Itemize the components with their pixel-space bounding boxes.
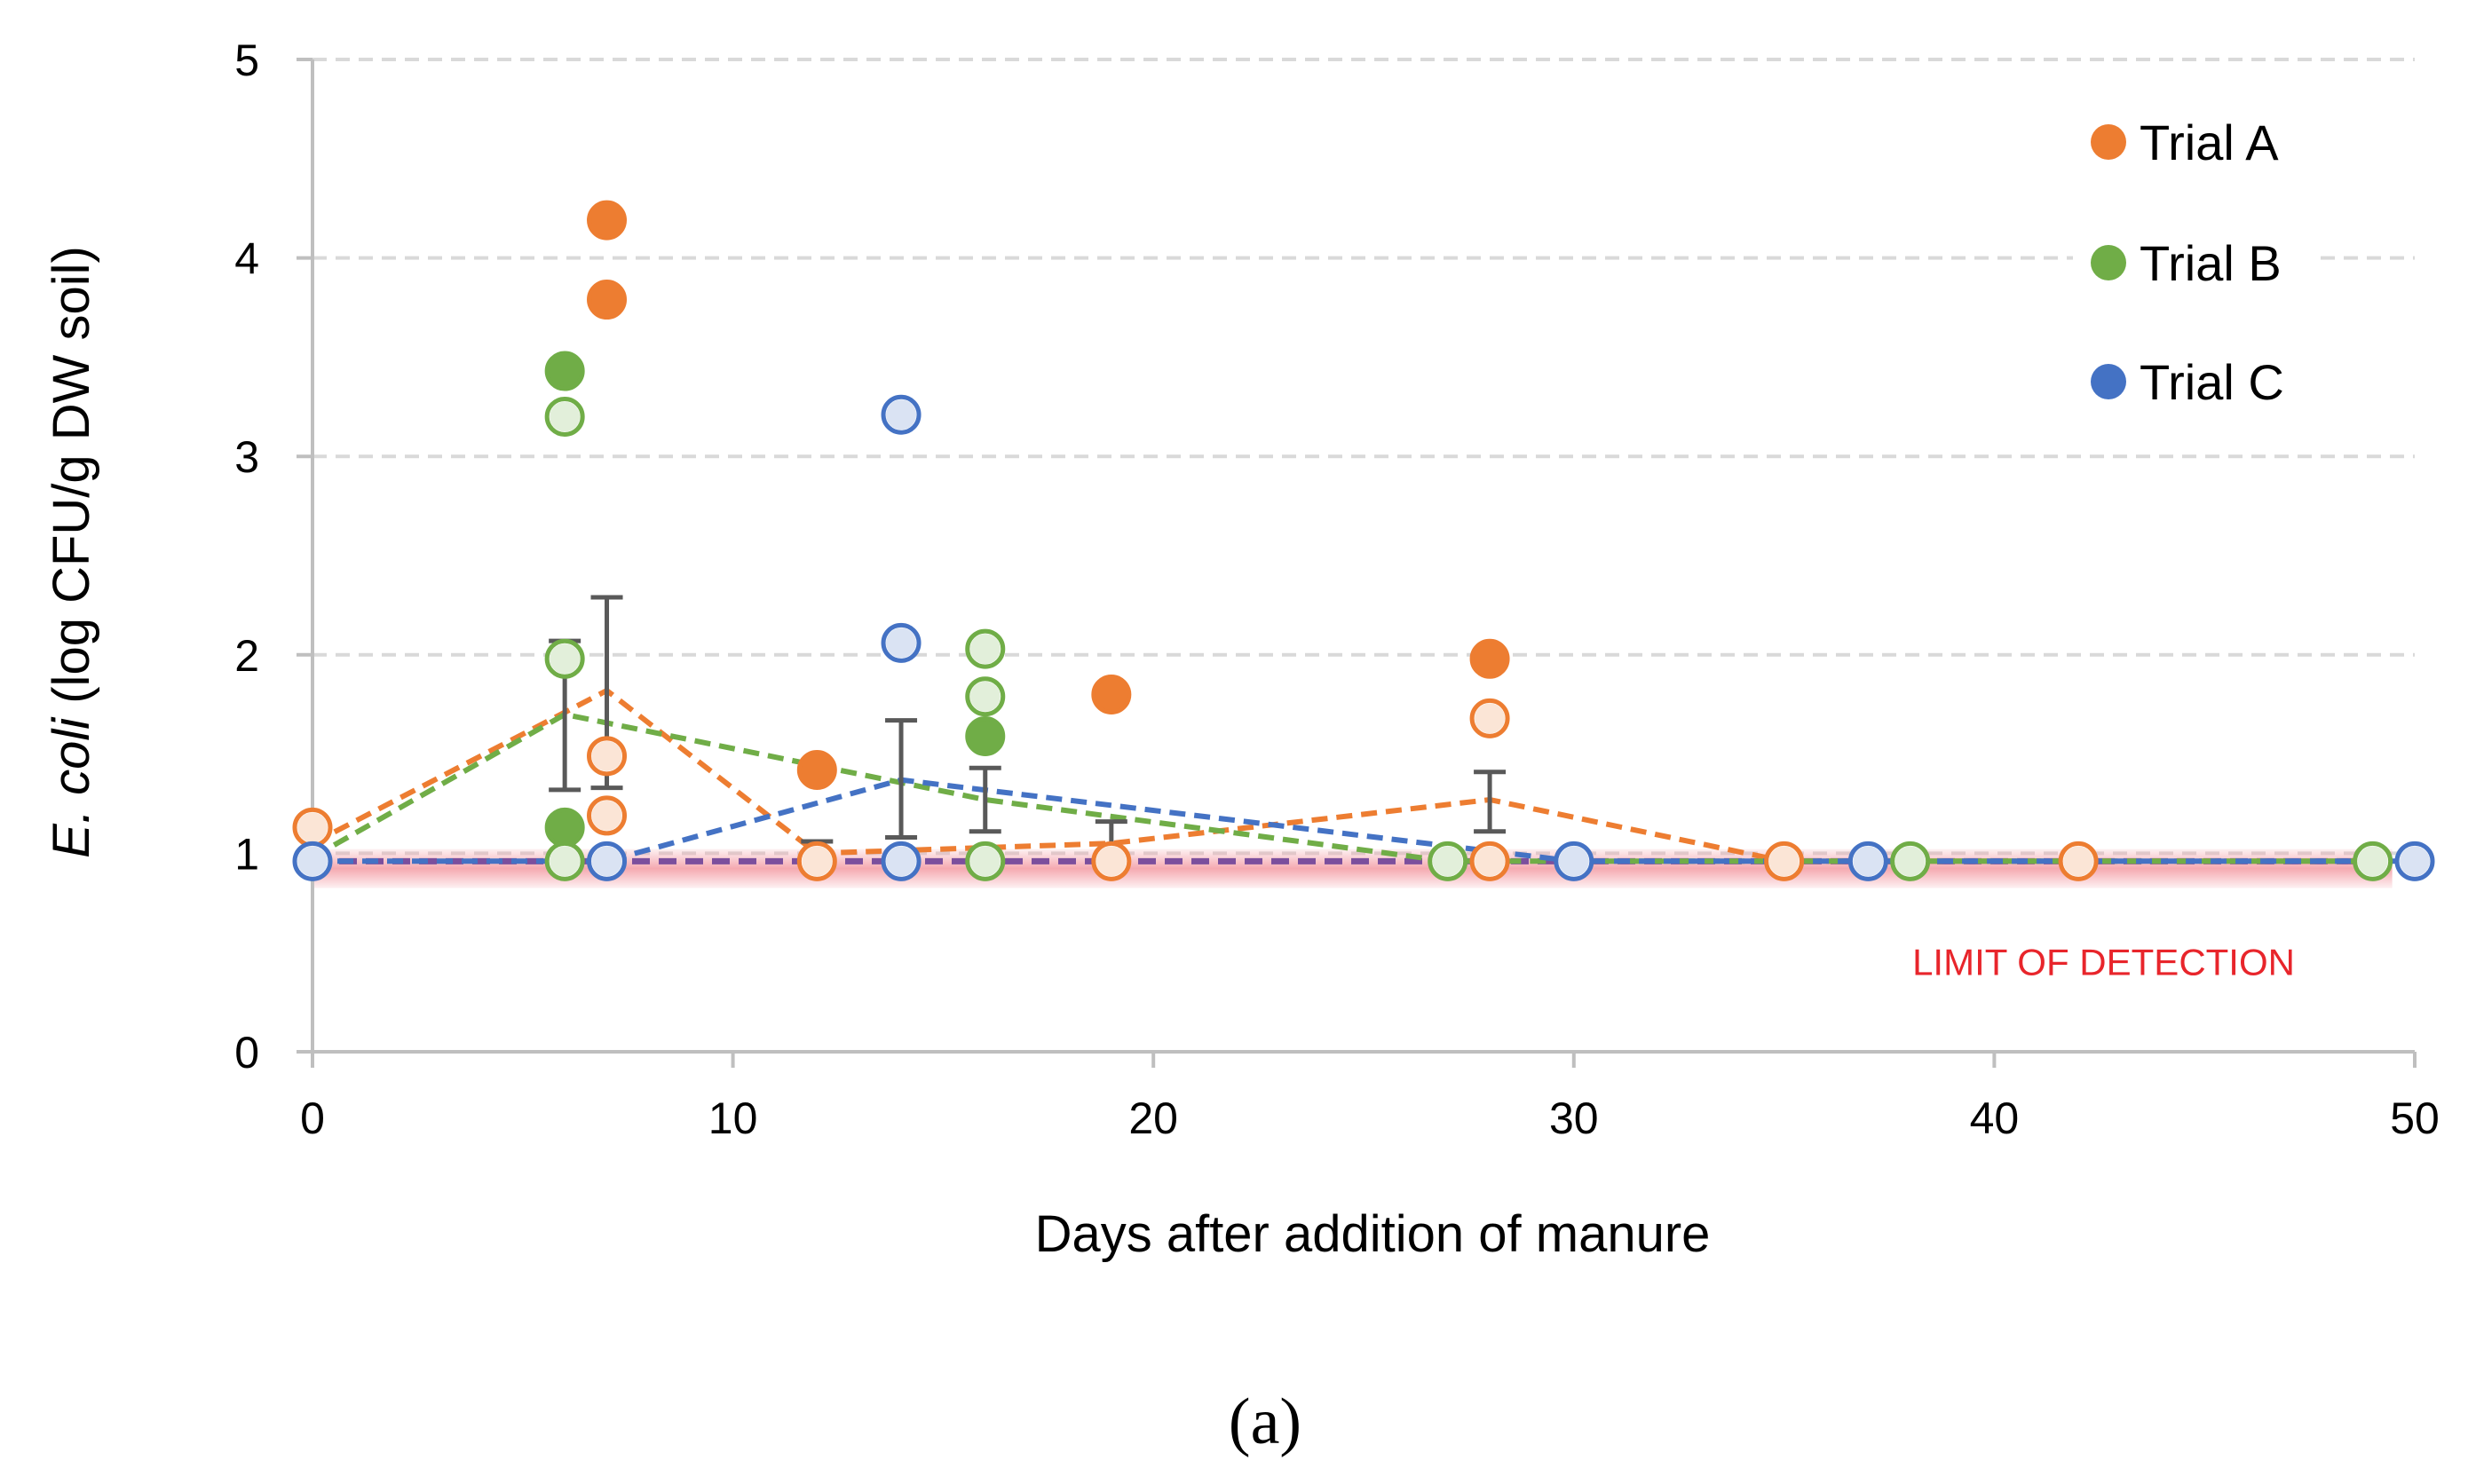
trial-b-point: [544, 638, 585, 679]
error-bar: [885, 718, 918, 841]
trial-a-point-tint: [1475, 846, 1506, 877]
trial-a-point: [587, 280, 628, 320]
trial-b-point: [2353, 841, 2393, 881]
error-bar: [969, 765, 1001, 834]
trial-b-mean-line: [311, 711, 2373, 864]
data-points: [292, 200, 2435, 881]
legend-label-trial-b: Trial B: [2140, 235, 2282, 291]
trial-a-point-tint: [591, 800, 622, 831]
trial-b-point: [965, 841, 1006, 881]
trial-b-point-tint: [969, 846, 1001, 877]
trial-c-point: [587, 841, 628, 881]
mean-lines: [311, 687, 2415, 864]
trial-a-point: [1469, 638, 1510, 679]
x-tick-label: 10: [708, 1093, 758, 1143]
y-tick-label: 1: [234, 829, 259, 879]
limit-of-detection-band-rect: [314, 849, 2393, 888]
trial-a-point: [796, 749, 837, 790]
trial-b-point: [1428, 841, 1468, 881]
trial-a-point: [587, 736, 628, 777]
trial-a-point-tint: [802, 846, 833, 877]
legend-marker-trial-b: [2091, 245, 2126, 280]
gridlines: [312, 58, 2415, 856]
trial-c-point: [292, 841, 333, 881]
trial-b-point: [1890, 841, 1931, 881]
trial-a-point: [1469, 698, 1510, 738]
trial-c-point-tint: [1558, 846, 1589, 877]
trial-c-point-tint: [297, 846, 328, 877]
x-tick-label: 20: [1128, 1093, 1178, 1143]
trial-a-point: [587, 795, 628, 836]
error-bars: [549, 595, 1507, 864]
y-axis-title-italic: E. coli: [43, 716, 100, 858]
trial-c-point: [881, 841, 922, 881]
y-axis-title-rest: (log CFU/g DW soil): [43, 246, 100, 718]
trial-b-point: [544, 396, 585, 437]
legend-label-trial-a: Trial A: [2140, 114, 2279, 170]
trial-c-point-tint: [886, 399, 917, 430]
trial-a-point-tint: [2063, 846, 2094, 877]
y-tick-label: 5: [234, 36, 259, 85]
trial-c-point-tint: [886, 846, 917, 877]
legend-marker-trial-a: [2091, 124, 2126, 160]
y-tick-label: 0: [234, 1028, 259, 1077]
trial-b-point: [965, 715, 1006, 756]
trial-a-point: [587, 200, 628, 241]
trial-b-point: [965, 628, 1006, 669]
trial-a-point: [1091, 675, 1132, 715]
legend-marker-trial-c: [2091, 364, 2126, 399]
x-tick-label: 30: [1549, 1093, 1599, 1143]
trial-b-point: [544, 841, 585, 881]
trial-c-point: [1554, 841, 1594, 881]
trial-b-point-tint: [1895, 846, 1926, 877]
trial-c-point: [2394, 841, 2435, 881]
trial-b-point-tint: [2357, 846, 2388, 877]
error-bar: [1474, 770, 1507, 834]
trial-a-point: [796, 841, 837, 881]
trial-b-point-tint: [550, 643, 581, 675]
x-axis-title: Days after addition of manure: [1035, 1205, 1711, 1263]
trial-c-point: [881, 394, 922, 435]
trial-c-point-tint: [591, 846, 622, 877]
trial-c-point: [881, 622, 922, 663]
limit-of-detection-label: LIMIT OF DETECTION: [1912, 941, 2295, 983]
x-tick-label: 40: [1970, 1093, 2020, 1143]
legend-label-trial-c: Trial C: [2140, 354, 2284, 410]
trial-b-point-tint: [550, 846, 581, 877]
trial-b-point-tint: [969, 681, 1001, 712]
figure-caption: (a): [1229, 1385, 1301, 1458]
trial-a-point: [1091, 841, 1132, 881]
trial-a-point: [1764, 841, 1805, 881]
y-axis-title: E. coli (log CFU/g DW soil): [43, 246, 100, 858]
y-tick-label: 2: [234, 631, 259, 681]
x-tick-label: 0: [300, 1093, 325, 1143]
x-tick-label: 50: [2390, 1093, 2440, 1143]
trial-b-point: [544, 807, 585, 848]
trial-c-point: [1847, 841, 1888, 881]
trial-c-point-tint: [2400, 846, 2430, 877]
trial-b-point: [544, 351, 585, 391]
trial-c-point-tint: [1853, 846, 1884, 877]
trial-b-point: [965, 676, 1006, 717]
trial-b-point-tint: [550, 401, 581, 432]
trial-a-point: [1469, 841, 1510, 881]
trial-b-point-tint: [969, 634, 1001, 665]
axes: [297, 58, 2417, 1068]
trial-a-point-tint: [1475, 703, 1506, 734]
y-tick-label: 3: [234, 432, 259, 482]
trial-a-point: [2058, 841, 2099, 881]
trial-c-point-tint: [886, 628, 917, 659]
limit-of-detection-band: [314, 849, 2393, 888]
trial-b-point-tint: [1432, 846, 1463, 877]
y-tick-label: 4: [234, 234, 259, 284]
trial-a-point-tint: [591, 740, 622, 771]
legend: Trial A Trial B Trial C: [2073, 108, 2313, 415]
trial-a-point-tint: [297, 812, 328, 843]
trial-a-point-tint: [1096, 846, 1127, 877]
trial-a-point-tint: [1768, 846, 1800, 877]
